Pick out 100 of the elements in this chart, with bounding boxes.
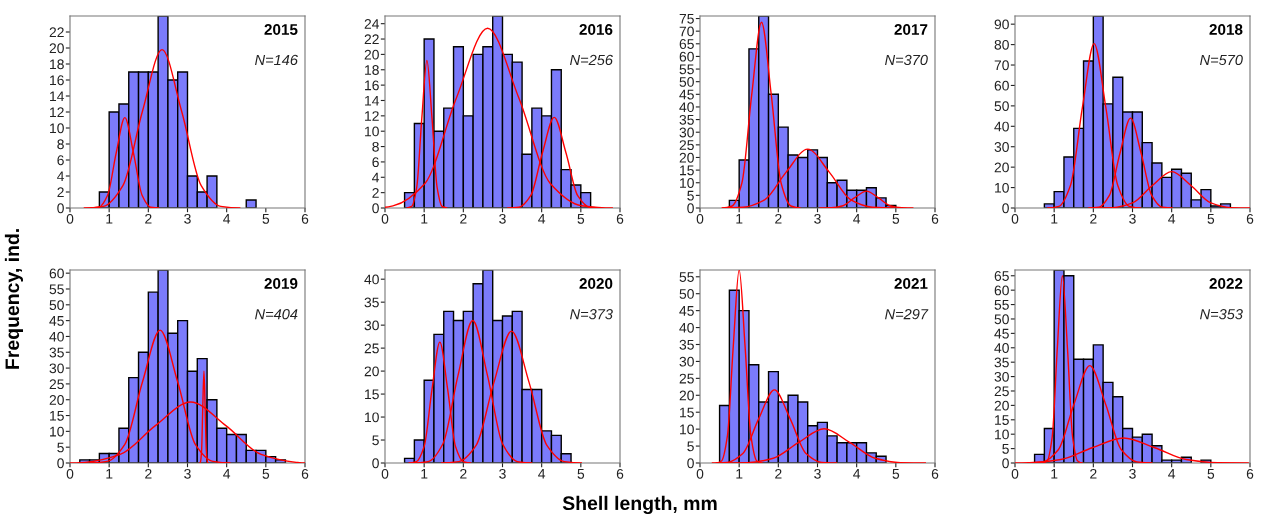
x-tick-label: 5 bbox=[262, 214, 270, 224]
y-tick-label: 70 bbox=[994, 60, 1009, 71]
y-tick-label: 2 bbox=[372, 187, 379, 198]
chart-title: 2018 bbox=[1209, 24, 1243, 35]
y-tick-label: 0 bbox=[687, 458, 694, 469]
y-tick-label: 10 bbox=[50, 426, 64, 437]
chart-title: 2017 bbox=[894, 24, 928, 35]
annotation: N=146 bbox=[255, 54, 298, 66]
x-tick-label: 1 bbox=[1051, 214, 1058, 224]
y-tick-label: 10 bbox=[680, 424, 694, 435]
y-tick-label: 90 bbox=[994, 19, 1009, 30]
x-tick-label: 5 bbox=[892, 469, 900, 479]
x-tick-label: 1 bbox=[421, 469, 428, 479]
x-tick-label: 5 bbox=[892, 214, 900, 224]
x-tick-label: 4 bbox=[223, 469, 231, 479]
y-tick-label: 35 bbox=[679, 114, 694, 125]
y-tick-label: 15 bbox=[50, 411, 64, 421]
y-tick-label: 60 bbox=[679, 51, 694, 62]
annotation: N=353 bbox=[1200, 308, 1243, 320]
y-tick-label: 14 bbox=[50, 91, 65, 102]
y-tick-label: 4 bbox=[372, 172, 380, 183]
y-tick-label: 10 bbox=[50, 123, 64, 134]
x-tick-label: 0 bbox=[1011, 468, 1019, 479]
y-tick-label: 25 bbox=[679, 373, 694, 384]
x-tick-label: 0 bbox=[1011, 213, 1019, 224]
y-tick-label: 60 bbox=[49, 268, 64, 279]
y-tick-label: 10 bbox=[365, 412, 379, 423]
y-tick-label: 25 bbox=[364, 343, 379, 354]
x-tick-label: 4 bbox=[853, 214, 861, 224]
y-tick-label: 24 bbox=[364, 19, 380, 29]
chart-title: 2021 bbox=[894, 278, 928, 289]
y-tick-label: 10 bbox=[995, 429, 1009, 440]
y-tick-label: 40 bbox=[49, 331, 64, 342]
x-tick-label: 1 bbox=[1051, 469, 1058, 479]
y-tick-label: 22 bbox=[49, 27, 64, 38]
x-tick-label: 1 bbox=[736, 469, 743, 479]
x-tick-label: 6 bbox=[931, 468, 939, 479]
chart-title: 2020 bbox=[579, 278, 613, 289]
chart-title: 2022 bbox=[1209, 278, 1243, 289]
x-tick-label: 2 bbox=[460, 213, 467, 224]
y-tick-label: 20 bbox=[679, 390, 694, 401]
y-tick-label: 5 bbox=[372, 435, 379, 446]
annotation: N=370 bbox=[885, 54, 928, 66]
y-tick-label: 35 bbox=[679, 339, 694, 350]
y-tick-label: 6 bbox=[57, 155, 64, 166]
x-tick-label: 3 bbox=[1129, 213, 1136, 224]
y-tick-label: 55 bbox=[49, 284, 64, 295]
y-tick-label: 6 bbox=[372, 157, 379, 168]
y-tick-label: 30 bbox=[994, 142, 1009, 152]
y-tick-label: 55 bbox=[679, 272, 694, 282]
x-tick-label: 3 bbox=[499, 213, 506, 224]
y-tick-label: 22 bbox=[364, 34, 379, 45]
y-tick-label: 5 bbox=[1002, 444, 1009, 454]
y-tick-label: 55 bbox=[994, 300, 1009, 310]
chart-title: 2015 bbox=[264, 24, 298, 35]
y-tick-label: 35 bbox=[994, 357, 1009, 368]
y-tick-label: 5 bbox=[687, 441, 694, 452]
y-tick-label: 35 bbox=[49, 347, 64, 358]
annotation: N=373 bbox=[570, 308, 613, 320]
x-tick-label: 3 bbox=[814, 213, 821, 224]
chart-title: 2016 bbox=[579, 24, 613, 35]
y-tick-label: 45 bbox=[49, 316, 64, 326]
y-tick-label: 40 bbox=[679, 102, 694, 113]
x-tick-label: 1 bbox=[421, 214, 428, 224]
y-tick-label: 20 bbox=[994, 162, 1009, 173]
y-tick-label: 0 bbox=[1002, 203, 1009, 214]
y-tick-label: 65 bbox=[679, 39, 694, 49]
y-tick-label: 50 bbox=[994, 314, 1009, 325]
x-tick-label: 6 bbox=[931, 213, 939, 224]
y-tick-label: 0 bbox=[1002, 458, 1009, 469]
y-tick-label: 15 bbox=[680, 165, 694, 176]
y-tick-label: 0 bbox=[687, 203, 694, 214]
x-tick-label: 0 bbox=[381, 468, 389, 479]
y-tick-label: 0 bbox=[57, 203, 64, 214]
y-tick-label: 30 bbox=[364, 320, 379, 331]
y-tick-label: 20 bbox=[49, 395, 64, 405]
y-tick-label: 20 bbox=[679, 152, 694, 163]
y-tick-label: 0 bbox=[57, 458, 64, 469]
y-tick-label: 8 bbox=[57, 139, 64, 150]
y-tick-label: 70 bbox=[679, 26, 694, 37]
y-tick-label: 5 bbox=[57, 442, 64, 453]
y-tick-label: 40 bbox=[994, 343, 1009, 353]
y-tick-label: 35 bbox=[364, 297, 379, 308]
x-tick-label: 4 bbox=[223, 214, 231, 224]
y-tick-label: 40 bbox=[994, 121, 1009, 132]
x-tick-label: 4 bbox=[538, 469, 546, 479]
x-axis-title: Shell length, mm bbox=[562, 495, 717, 514]
x-tick-label: 0 bbox=[381, 213, 389, 224]
x-tick-label: 6 bbox=[616, 468, 624, 479]
x-tick-label: 2 bbox=[460, 468, 467, 479]
x-tick-label: 2 bbox=[775, 213, 782, 224]
x-tick-label: 4 bbox=[853, 469, 861, 479]
y-tick-label: 20 bbox=[364, 49, 379, 60]
y-tick-label: 45 bbox=[679, 306, 694, 316]
x-tick-label: 3 bbox=[499, 468, 506, 479]
x-tick-label: 4 bbox=[1168, 469, 1176, 479]
y-tick-label: 30 bbox=[49, 363, 64, 374]
y-tick-label: 4 bbox=[57, 171, 65, 182]
y-tick-label: 10 bbox=[995, 182, 1009, 193]
x-tick-label: 5 bbox=[577, 214, 585, 224]
